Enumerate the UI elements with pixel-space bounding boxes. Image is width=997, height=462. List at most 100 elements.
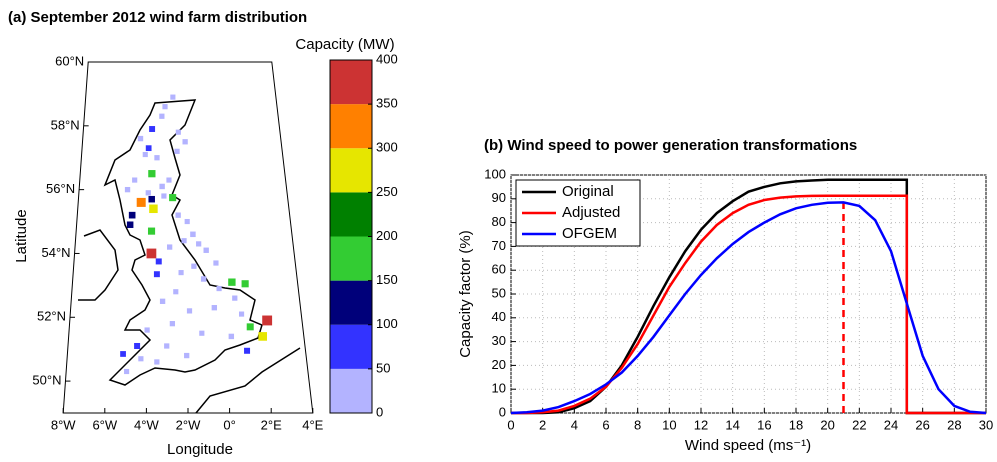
y-tick-label: 90 [492,190,506,205]
legend-label: OFGEM [562,225,617,242]
x-tick-label: 6°W [92,417,117,432]
y-axis-label: Latitude [13,209,30,262]
colorbar-segment [330,280,372,325]
colorbar-tick-label: 350 [376,96,398,111]
y-tick-label: 50 [492,285,506,300]
colorbar-segment [330,236,372,281]
wind-farm [211,305,218,311]
wind-farm [169,194,177,202]
x-tick-label: 22 [852,417,866,432]
y-tick-label: 30 [492,333,506,348]
wind-farm [175,212,181,218]
map-frame [62,61,314,414]
colorbar-segment [330,368,372,413]
map-title: (a) September 2012 wind farm distributio… [8,9,307,26]
colorbar-tick-label: 250 [376,184,398,199]
y-tick-label: 40 [492,309,506,324]
wind-farm [137,135,144,142]
colorbar-segment [330,148,372,193]
y-tick-label: 52°N [37,309,66,324]
wind-farm [161,193,167,199]
legend-label: Original [562,183,614,200]
wind-farm [186,308,193,314]
wind-farm [228,333,235,340]
legend-label: Adjusted [562,204,620,221]
wind-farm [167,244,173,250]
y-tick-label: 60 [492,262,506,277]
wind-farm [246,323,254,331]
wind-farm [178,270,184,276]
x-tick-label: 2°W [176,417,201,432]
colorbar-segment [330,192,372,237]
x-tick-label: 26 [915,417,929,432]
x-tick-label: 4 [571,417,578,432]
x-tick-label: 8 [634,417,641,432]
coastline [78,99,301,414]
x-tick-label: 20 [820,417,834,432]
x-tick-label: 4°W [134,417,159,432]
wind-farm [175,129,181,135]
y-tick-label: 60°N [55,53,84,68]
x-tick-label: 2°E [261,417,282,432]
wind-farm [148,170,156,178]
y-tick-label: 58°N [51,117,80,132]
x-tick-label: 14 [725,417,739,432]
y-tick-label: 80 [492,214,506,229]
wind-farm [147,227,156,235]
series-line [510,201,987,415]
wind-farm [169,321,176,327]
wind-farm [241,280,249,288]
colorbar-segment [330,324,372,369]
wind-farm [154,155,160,161]
wind-farm [136,197,146,207]
wind-farm [200,276,207,282]
wind-farm [128,211,136,219]
colorbar-tick-label: 0 [376,404,383,419]
colorbar-tick-label: 400 [376,51,398,66]
y-tick-label: 10 [492,381,506,396]
wind-farm [182,139,188,145]
wind-farm [174,148,180,154]
wind-farm [145,145,152,152]
y-tick-label: 70 [492,238,506,253]
x-tick-label: 0 [507,417,514,432]
wind-farm [199,330,205,336]
x-tick-label: 24 [884,417,898,432]
wind-farm [159,298,166,304]
wind-farm [228,278,236,286]
x-tick-label: 10 [662,417,676,432]
x-tick-label: 2 [539,417,546,432]
wind-farm [166,177,172,183]
wind-farm [155,258,162,265]
x-tick-label: 18 [789,417,803,432]
colorbar-segment [330,104,372,149]
wind-farm [170,94,176,100]
wind-farm [191,263,197,269]
wind-farm [142,151,148,158]
wind-farm [216,285,222,292]
line-title: (b) Wind speed to power generation trans… [484,137,857,154]
wind-farm [244,347,251,354]
wind-farm [145,190,151,196]
y-tick-label: 50°N [32,373,61,388]
wind-farm [181,238,187,244]
wind-farm [146,248,157,259]
colorbar-segment [330,60,372,105]
wind-farm [162,104,168,110]
wind-farm [149,204,158,214]
y-tick-label: 54°N [42,245,71,260]
wind-farm [159,113,165,119]
colorbar-tick-label: 300 [376,140,398,155]
wind-farm [120,351,126,357]
wind-farm [173,289,179,295]
wind-farm [258,332,268,341]
wind-farm [184,352,190,359]
x-axis-label: Longitude [167,441,233,458]
wind-farm [124,186,131,193]
x-tick-label: 28 [947,417,961,432]
wind-farm [132,177,138,183]
colorbar-tick-label: 150 [376,272,398,287]
x-tick-label: 12 [694,417,708,432]
y-tick-label: 0 [499,404,506,419]
